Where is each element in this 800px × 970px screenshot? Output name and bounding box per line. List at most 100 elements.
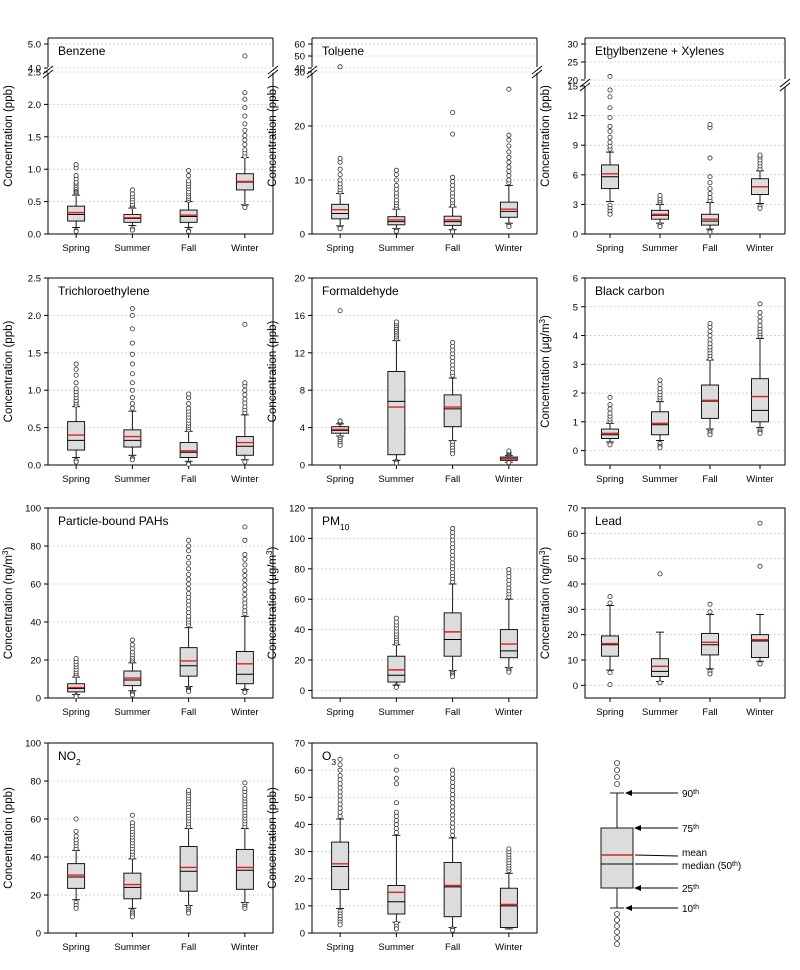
outlier-point [450,816,456,822]
y-tick-label: 30 [567,40,578,51]
box-summer [123,812,142,920]
outlier-point [757,205,763,211]
outlier-point [657,571,663,577]
box-spring [331,51,350,232]
outlier-point [657,386,663,392]
outlier-point [73,361,79,367]
outlier-point [337,762,343,768]
outlier-point [506,567,512,573]
y-tick-label: 100 [25,504,41,515]
outlier-point [186,560,192,566]
outlier-point [242,53,248,59]
outlier-point [242,387,248,393]
outlier-point [186,405,192,411]
outlier-point [337,155,343,161]
iqr-box [387,216,406,226]
legend-outlier-point [614,760,620,766]
outlier-point [393,817,399,823]
outlier-point [337,226,343,232]
y-tick-label: 20 [294,656,305,667]
outlier-point [607,105,613,111]
outlier-point [450,828,456,834]
outlier-point [707,671,713,677]
box-fall [443,767,462,933]
iqr-box [387,371,406,456]
outlier-point [186,228,192,234]
outlier-point [242,113,248,119]
outlier-point [393,754,399,760]
x-tick-label: Summer [114,474,150,485]
outlier-point [450,674,456,680]
iqr-box [123,429,142,448]
chart-title: Benzene [58,44,106,58]
outlier-point [73,816,79,822]
x-tick-label: Winter [746,474,773,485]
outlier-point [129,387,135,393]
x-tick-label: Spring [326,474,353,485]
iqr-box [67,863,86,889]
box-spring [67,361,86,465]
outlier-point [450,767,456,773]
iqr-box [651,658,669,677]
iqr-box [443,215,462,226]
y-axis-label-superscript: 3 [1,550,10,555]
y-tick-label: 0.0 [28,230,41,241]
outlier-point [337,773,343,779]
box-summer [123,306,142,463]
outlier-point [242,105,248,111]
box-spring [601,54,619,217]
x-tick-label: Summer [642,243,678,254]
x-tick-label: Summer [378,243,414,254]
outlier-point [393,615,399,621]
outlier-point [393,182,399,188]
outlier-point [607,128,613,134]
outlier-point [450,927,456,933]
outlier-point [506,159,512,165]
x-tick-label: Winter [231,942,258,953]
outlier-point [129,227,135,233]
y-tick-label: 20 [567,76,578,87]
outlier-point [757,322,763,328]
x-tick-label: Winter [231,474,258,485]
outlier-point [757,661,763,667]
outlier-point [242,582,248,588]
chart-title: PM10 [322,514,350,532]
y-tick-label: 40 [30,853,41,864]
axis-break-mark-right [267,65,279,75]
x-tick-label: Winter [231,243,258,254]
y-tick-label: 3 [573,360,578,371]
x-tick-label: Winter [495,474,522,485]
outlier-point [657,193,663,199]
y-tick-label: 60 [30,580,41,591]
outlier-point [337,418,343,424]
y-tick-label: 60 [294,766,305,777]
y-axis-label: Concentration (μg/m3) [265,546,280,659]
outlier-point [73,386,79,392]
chart-lead: 0 10 20 30 40 50 60 70 Lead Concentration (ng/m3)… [538,504,786,718]
x-tick-label: Fall [445,942,460,953]
y-tick-label: 0.5 [28,423,41,434]
iqr-box [701,632,719,656]
y-tick-label: 20 [567,630,578,641]
outlier-point [73,162,79,168]
y-tick-label: 0 [300,230,305,241]
box-fall [443,340,462,457]
outlier-point [129,405,135,411]
plot-frame [311,277,538,466]
axis-break-mark-right [779,82,791,92]
outlier-point [73,173,79,179]
x-tick-label: Winter [231,707,258,718]
iqr-box [443,861,462,918]
y-tick-label: 2 [573,389,578,400]
chart-title: Black carbon [595,284,664,298]
y-tick-label: 80 [30,777,41,788]
outlier-point [242,577,248,583]
x-tick-label: Summer [642,707,678,718]
outlier-point [450,792,456,798]
outlier-point [450,771,456,777]
y-tick-label: 2.5 [28,68,41,79]
legend-label-suffix: th [693,789,699,796]
outlier-point [607,211,613,217]
outlier-point [242,562,248,568]
outlier-point [450,788,456,794]
